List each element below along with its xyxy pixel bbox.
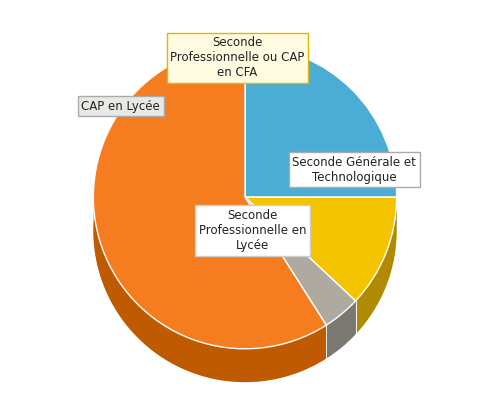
Wedge shape	[245, 79, 396, 231]
Text: Seconde
Professionnelle ou CAP
en CFA: Seconde Professionnelle ou CAP en CFA	[170, 36, 305, 79]
Wedge shape	[245, 45, 396, 197]
Text: Seconde
Professionnelle en
Lycée: Seconde Professionnelle en Lycée	[199, 209, 306, 252]
Wedge shape	[245, 197, 356, 325]
Wedge shape	[245, 197, 396, 301]
Wedge shape	[245, 231, 356, 359]
Wedge shape	[94, 45, 326, 349]
Wedge shape	[94, 79, 326, 382]
Wedge shape	[245, 231, 396, 334]
Polygon shape	[94, 188, 326, 382]
Text: Seconde Générale et
Technologique: Seconde Générale et Technologique	[292, 156, 416, 184]
Text: CAP en Lycée: CAP en Lycée	[81, 100, 160, 113]
Polygon shape	[326, 301, 356, 359]
Polygon shape	[356, 197, 396, 334]
